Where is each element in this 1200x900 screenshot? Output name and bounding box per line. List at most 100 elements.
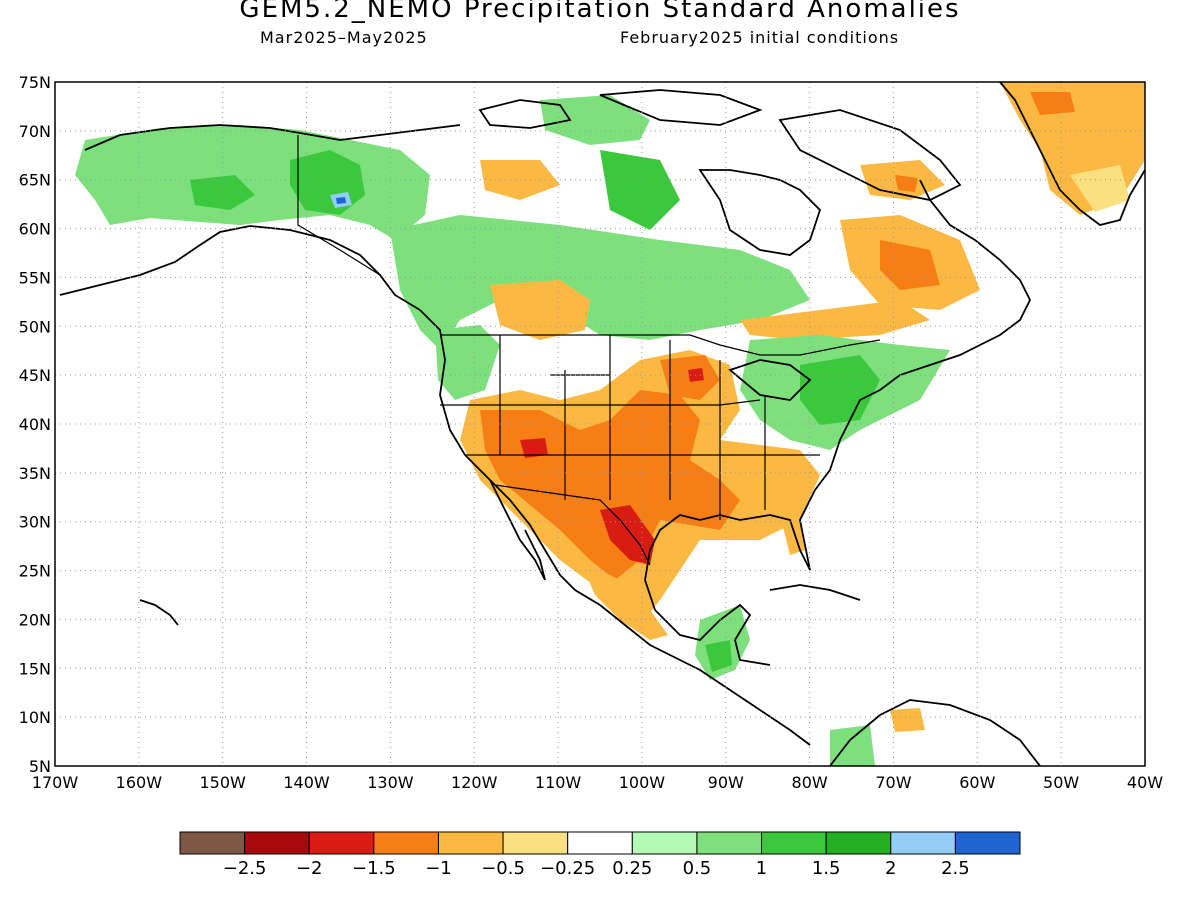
colorbar-swatch [890,831,956,855]
coastline-baja [489,479,546,581]
graticule [55,82,1145,766]
coastline-gulf [644,419,851,611]
lat-label: 60N [19,220,51,239]
border-us-mexico [494,484,651,566]
coastline-cuba [769,584,861,601]
coastline-arctic-islands-a [478,99,572,129]
anomaly-green-alaska [75,125,430,240]
anomaly-darkgreen-northeast [800,355,880,425]
lon-label: 140W [283,773,330,792]
coastline-baffin [778,109,962,201]
colorbar-swatch [373,831,439,855]
colorbar-label: −0.25 [540,858,595,879]
lat-label: 30N [19,513,51,532]
lat-label: 5N [29,757,51,776]
lon-label: 150W [200,773,247,792]
coastline-hudson-bay [698,169,822,256]
colorbar-label: −1.5 [352,858,396,879]
lat-label: 40N [19,415,51,434]
coastline-south-america [829,699,1041,766]
lat-label: 75N [19,73,51,92]
lon-label: 60W [959,773,995,792]
lon-label: 90W [708,773,744,792]
lat-label: 10N [19,708,51,727]
colorbar-swatch [761,831,827,855]
lat-label: 65N [19,171,51,190]
map-frame [54,81,1146,767]
lat-label: 20N [19,610,51,629]
lat-label: 55N [19,268,51,287]
lon-label: 50W [1043,773,1079,792]
coastline-great-lakes [728,359,812,401]
colorbar-label: 0.5 [683,858,712,879]
coastline-west-coast [419,309,811,746]
colorbar-label: 1 [756,858,767,879]
coastline-greenland [999,82,1145,226]
anomaly-green-colombia [830,725,875,766]
colorbar-label: 0.25 [612,858,652,879]
colorbar-swatch [567,831,633,855]
colorbar-swatch [954,831,1021,855]
anomaly-orange-stlawrence [740,300,930,340]
anomaly-red-texas [600,505,655,565]
colorbar-swatch [179,831,246,855]
lon-label: 70W [875,773,911,792]
colorbar-label: 1.5 [812,858,841,879]
lon-label: 100W [619,773,666,792]
lat-label: 15N [19,659,51,678]
colorbar-swatch [502,831,569,855]
anomaly-green-arctic [540,95,650,145]
lat-label: 45N [19,366,51,385]
latitude-labels: 75N 70N 65N 60N 55N 50N 45N 40N 35N 30N 25N 20N 15N 1… [19,73,51,776]
border-states-a [440,399,761,406]
lat-label: 50N [19,317,51,336]
anomaly-orange-venezuela [890,708,925,732]
lon-label: 80W [792,773,828,792]
border-alaska-canada [297,135,381,276]
colorbar [179,831,1021,855]
lat-label: 25N [19,562,51,581]
anomaly-orange-florida [780,515,805,555]
coastline-east [849,179,1032,421]
lon-label: 40W [1127,773,1163,792]
lon-label: 160W [116,773,163,792]
colorbar-label: 2.5 [941,858,970,879]
colorbar-swatch [308,831,375,855]
anomaly-light-greenland [1070,165,1130,212]
anomaly-peak-yukon-core [336,197,346,204]
anomaly-green-canada [390,215,810,350]
colorbar-swatch [631,831,698,855]
lon-label: 130W [367,773,414,792]
anomaly-darkorange-baffin [895,175,918,192]
anomaly-darkgreen-central-america [705,640,732,672]
coastline-yucatan [654,603,771,666]
coastline-hawaii [139,599,179,626]
forecast-period: Mar2025–May2025 [260,28,428,47]
colorbar-swatch [437,831,504,855]
lat-label: 70N [19,122,51,141]
anomaly-orange-mexico [580,560,668,640]
colorbar-label: −2 [296,858,323,879]
longitude-labels: 170W 160W 150W 140W 130W 120W 110W 100W 90W 80W 70… [32,773,1163,792]
anomaly-red-southwest [520,438,548,458]
coastline-alaska [59,225,421,311]
lon-label: 110W [535,773,582,792]
initial-conditions: February2025 initial conditions [620,28,900,47]
anomaly-orange-prairies [490,280,590,340]
lat-label: 35N [19,464,51,483]
colorbar-label: 2 [885,858,896,879]
colorbar-swatch [696,831,763,855]
anomaly-darkorange-greenland [1030,92,1075,115]
colorbar-label: −0.5 [481,858,525,879]
anomaly-green-hudson-west [600,150,680,230]
colorbar-labels: −2.5 −2 −1.5 −1 −0.5 −0.25 0.25 0.5 1 1.5 2 2.5 [223,858,970,879]
colorbar-swatch [825,831,892,855]
border-us-canada [440,334,881,356]
lon-label: 170W [32,773,79,792]
map-title: GEM5.2_NEMO Precipitation Standard Anoma… [239,0,961,24]
colorbar-label: −1 [425,858,452,879]
colorbar-swatch [244,831,310,855]
lon-label: 120W [451,773,498,792]
anomaly-green-pacific-nw [435,325,500,400]
